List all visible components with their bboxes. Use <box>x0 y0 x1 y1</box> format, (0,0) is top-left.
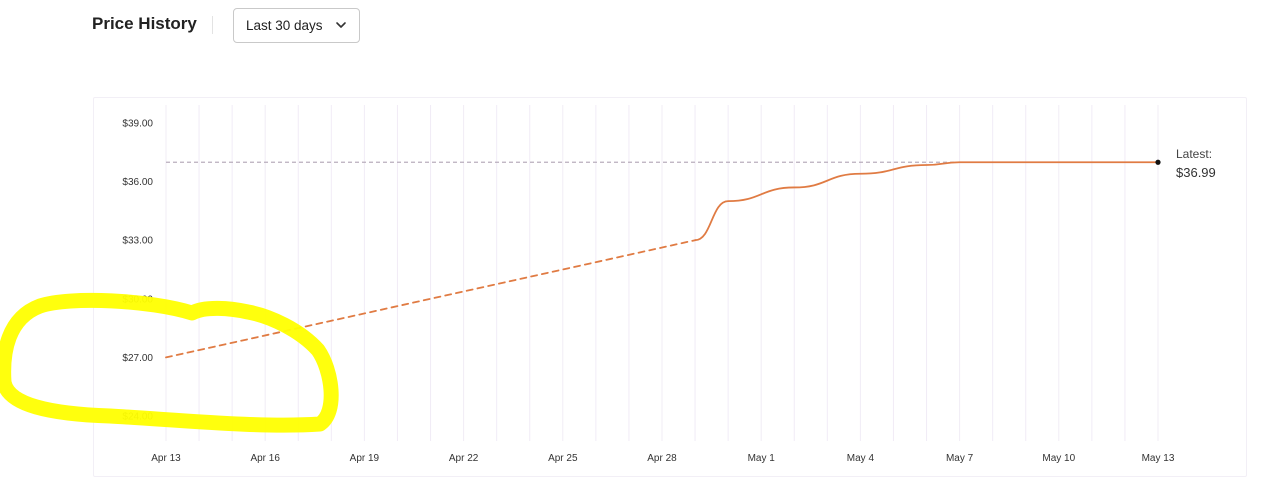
y-tick-label: $33.00 <box>122 236 153 247</box>
highlight-circle-annotation <box>0 292 339 433</box>
header-divider <box>212 16 213 34</box>
range-select-value: Last 30 days <box>246 18 323 33</box>
y-tick-label: $36.00 <box>122 177 153 188</box>
x-tick-label: Apr 19 <box>350 453 380 464</box>
x-tick-label: May 4 <box>847 453 875 464</box>
x-tick-label: Apr 13 <box>151 453 181 464</box>
x-tick-label: May 13 <box>1142 453 1175 464</box>
x-tick-label: Apr 25 <box>548 453 578 464</box>
chevron-down-icon <box>336 22 346 28</box>
y-tick-label: $27.00 <box>122 353 153 364</box>
series-line-dashed <box>165 239 696 359</box>
series-line-solid <box>694 161 1159 242</box>
x-tick-label: Apr 22 <box>449 453 479 464</box>
series-group <box>165 161 1159 359</box>
x-tick-label: May 7 <box>946 453 974 464</box>
x-tick-label: May 10 <box>1042 453 1075 464</box>
range-select[interactable]: Last 30 days <box>233 8 360 43</box>
latest-label: Latest: <box>1176 147 1212 161</box>
annotation-group <box>0 292 339 433</box>
y-tick-label: $39.00 <box>122 119 153 130</box>
latest-value: $36.99 <box>1176 165 1216 180</box>
price-history-title: Price History <box>92 14 197 33</box>
y-axis-labels: $39.00$36.00$33.00$30.00$27.00$24.00 <box>122 119 153 423</box>
x-tick-label: Apr 28 <box>647 453 677 464</box>
chart-panel <box>93 97 1247 477</box>
x-tick-label: Apr 16 <box>250 453 280 464</box>
grid-lines <box>165 105 1159 441</box>
x-axis-labels: Apr 13 Apr 16 Apr 19 Apr 22 Apr 25 Apr 28 May … <box>151 453 1175 464</box>
latest-group: Latest: $36.99 <box>1155 147 1216 180</box>
latest-point <box>1155 159 1161 165</box>
x-tick-label: May 1 <box>748 453 776 464</box>
